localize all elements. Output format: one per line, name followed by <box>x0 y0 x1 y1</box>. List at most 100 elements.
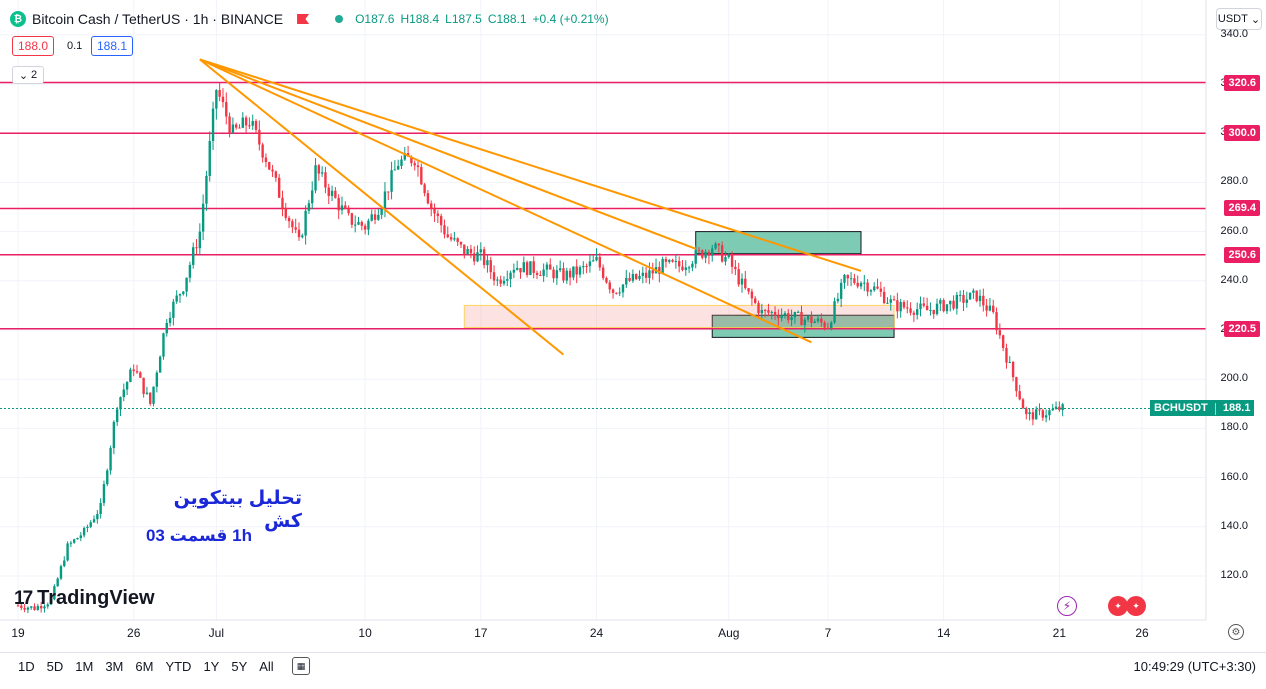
candle-body <box>955 294 959 309</box>
candle-body <box>33 606 36 610</box>
level-price-label[interactable]: 220.5 <box>1224 320 1260 337</box>
candle-body <box>677 261 681 267</box>
price-tick-label: 260.0 <box>1220 224 1248 237</box>
candle-body <box>925 305 929 311</box>
candle-body <box>354 224 357 226</box>
range-button-1d[interactable]: 1D <box>18 659 35 674</box>
candle-body <box>545 264 549 270</box>
demand-zone <box>463 304 895 329</box>
candle-body <box>965 299 968 303</box>
ohlc-low: L187.5 <box>445 12 482 26</box>
candle-body <box>506 279 509 281</box>
candle-body <box>327 187 330 196</box>
price-tick-label: 240.0 <box>1220 273 1248 286</box>
candle-body <box>423 184 426 194</box>
sell-price-button[interactable]: 188.0 <box>12 36 55 56</box>
range-button-ytd[interactable]: YTD <box>165 659 192 674</box>
candle-body <box>826 327 830 329</box>
chart-header: ₿ Bitcoin Cash / TetherUS · 1h · BINANCE… <box>10 8 609 30</box>
economic-event-icon[interactable]: ✦ <box>1108 596 1128 616</box>
economic-event-icon-2[interactable]: ✦ <box>1126 596 1146 616</box>
candle-body <box>92 519 96 523</box>
range-button-5y[interactable]: 5Y <box>231 659 248 674</box>
candle-body <box>575 266 578 275</box>
candle-body <box>932 309 935 315</box>
candle-body <box>390 170 393 192</box>
candle-body <box>1018 391 1021 400</box>
candle-body <box>694 250 697 264</box>
range-button-all[interactable]: All <box>259 659 274 674</box>
candle-body <box>291 221 294 228</box>
candle-body <box>36 606 40 610</box>
candle-body <box>198 231 202 249</box>
range-button-1y[interactable]: 1Y <box>203 659 220 674</box>
flag-icon[interactable] <box>297 14 310 24</box>
price-tick-label: 200.0 <box>1220 372 1248 385</box>
candle-body <box>139 372 142 378</box>
candle-body <box>337 197 340 211</box>
level-price-label[interactable]: 250.6 <box>1224 246 1260 263</box>
candle-body <box>320 172 324 174</box>
time-tick-label: 26 <box>1135 626 1149 640</box>
candle-body <box>129 369 132 383</box>
bolt-icon[interactable]: ⚡ <box>1057 596 1077 616</box>
range-button-5d[interactable]: 5D <box>46 659 64 674</box>
range-button-1m[interactable]: 1M <box>75 659 94 674</box>
candle-body <box>876 286 879 289</box>
candle-body <box>79 535 83 539</box>
candle-body <box>810 316 813 323</box>
candle-body <box>330 190 334 196</box>
candle-body <box>377 214 380 220</box>
candle-body <box>889 299 892 303</box>
candle-body <box>201 203 205 232</box>
tradingview-watermark[interactable]: 17 TradingView <box>14 587 155 610</box>
settings-icon[interactable]: ⚙ <box>1228 624 1244 640</box>
candle-body <box>592 260 595 262</box>
candle-body <box>902 301 906 308</box>
candle-body <box>396 165 400 170</box>
level-price-label[interactable]: 269.4 <box>1224 200 1260 217</box>
time-tick-label: 7 <box>824 626 832 640</box>
candle-body <box>691 263 694 268</box>
candle-body <box>542 269 545 276</box>
candle-body <box>30 606 33 608</box>
level-price-label[interactable]: 300.0 <box>1224 125 1260 142</box>
range-button-6m[interactable]: 6M <box>135 659 154 674</box>
price-tick-label: 140.0 <box>1220 519 1248 532</box>
candle-body <box>63 560 66 567</box>
indicators-toggle[interactable]: ⌄ 2 <box>12 66 44 84</box>
range-button-3m[interactable]: 3M <box>105 659 124 674</box>
candle-body <box>208 140 211 176</box>
candle-body <box>69 542 73 544</box>
candle-body <box>803 319 806 326</box>
candle-body <box>922 303 926 306</box>
candle-body <box>757 302 760 314</box>
candle-body <box>16 605 20 607</box>
candle-body <box>578 267 582 275</box>
candle-body <box>687 267 691 269</box>
candle-body <box>334 190 337 198</box>
time-tick-label: 24 <box>589 626 604 640</box>
candle-body <box>796 311 800 313</box>
symbol-title[interactable]: Bitcoin Cash / TetherUS · 1h · BINANCE <box>32 11 284 27</box>
candle-body <box>532 261 535 273</box>
level-price-label[interactable]: 320.6 <box>1224 74 1260 91</box>
candle-body <box>1005 347 1008 363</box>
currency-select[interactable]: USDT ⌄ <box>1216 8 1262 30</box>
candle-body <box>549 264 552 270</box>
price-tick-label: 160.0 <box>1220 470 1248 483</box>
candle-body <box>264 157 268 163</box>
candle-body <box>668 259 671 262</box>
candle-body <box>595 256 598 261</box>
calendar-icon[interactable]: ▦ <box>292 657 310 675</box>
candle-body <box>621 284 625 293</box>
buy-price-button[interactable]: 188.1 <box>91 36 134 56</box>
candle-body <box>605 277 608 283</box>
candle-body <box>635 273 638 280</box>
candle-body <box>317 165 321 174</box>
candle-body <box>46 604 49 607</box>
candle-body <box>268 162 271 170</box>
candle-body <box>459 241 463 245</box>
candle-body <box>165 322 168 334</box>
